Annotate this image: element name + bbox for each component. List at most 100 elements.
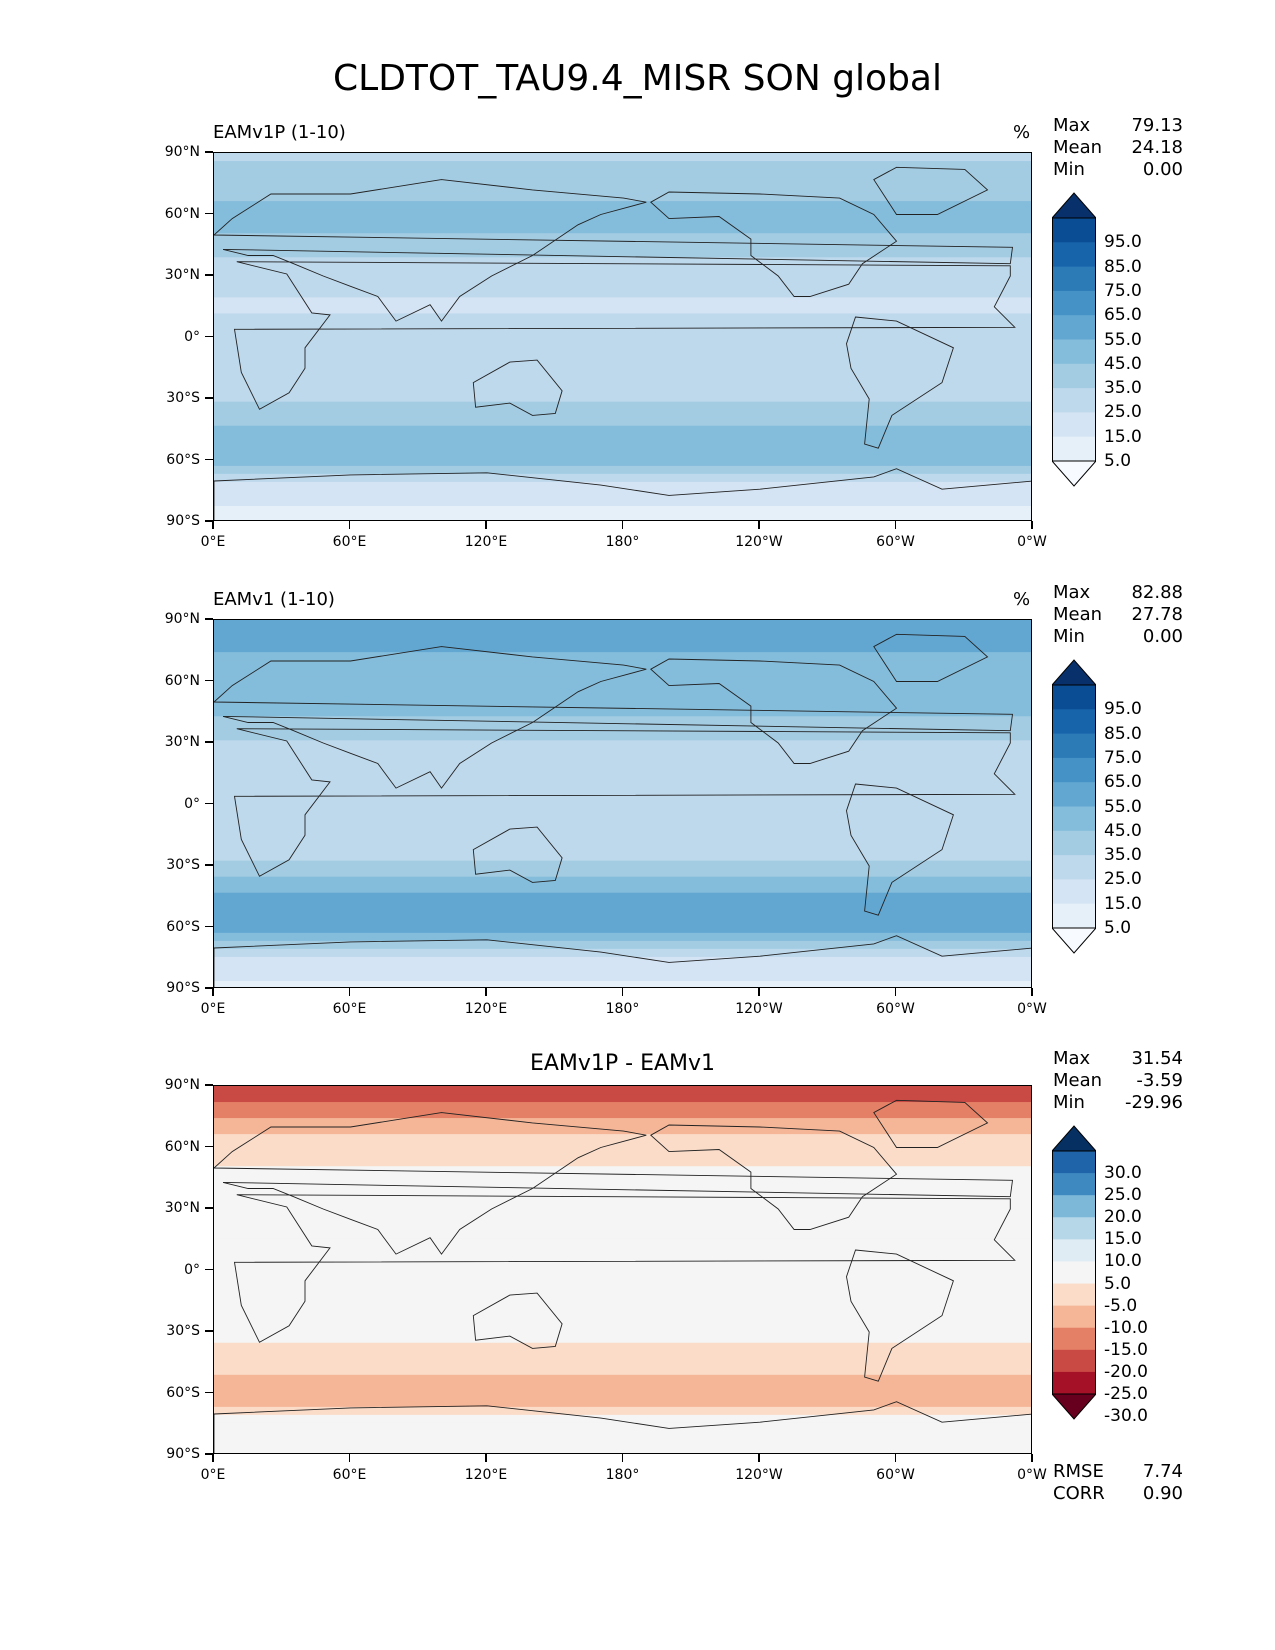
stat-row: CORR 0.90	[1053, 1483, 1183, 1505]
coastline	[472, 826, 563, 883]
latitude-band	[214, 249, 1031, 258]
x-tick-mark	[621, 1454, 624, 1462]
stat-label: Mean	[1053, 1070, 1103, 1091]
latitude-band	[214, 1126, 1031, 1135]
latitude-band	[214, 297, 1031, 307]
colorbar-segment	[1052, 855, 1096, 880]
coastline	[873, 166, 989, 215]
map-panel: EAMv1 (1-10)% 90°N 60°N 30°N 0° 30°S 60°S 90°S 0…	[0, 582, 1275, 1079]
latitude-band	[214, 1254, 1031, 1264]
latitude-band	[214, 716, 1031, 725]
latitude-band	[214, 161, 1031, 170]
y-tick-label: 60°S	[166, 451, 200, 468]
colorbar-tick-label: 35.0	[1104, 378, 1142, 399]
latitude-band	[214, 724, 1031, 733]
y-tick-label: 0°	[184, 795, 200, 812]
stat-value: 24.18	[1131, 137, 1183, 158]
x-tick-label: 120°E	[464, 1467, 508, 1483]
x-tick-label: 60°W	[876, 1001, 915, 1017]
latitude-band	[214, 980, 1031, 987]
colorbar-tick-label: 55.0	[1104, 329, 1142, 350]
latitude-band	[214, 620, 1031, 629]
latitude-band	[214, 676, 1031, 685]
x-tick-mark	[348, 1454, 351, 1462]
latitude-band	[214, 377, 1031, 387]
latitude-band	[214, 1094, 1031, 1103]
colorbar-tick-label: 65.0	[1104, 772, 1142, 793]
latitude-band	[214, 361, 1031, 371]
colorbar	[1050, 1125, 1098, 1420]
y-tick-mark	[205, 1391, 213, 1394]
stat-label: CORR	[1053, 1483, 1105, 1504]
latitude-band	[214, 916, 1031, 926]
y-tick-label: 60°N	[164, 672, 200, 689]
y-tick-label: 30°S	[166, 390, 200, 406]
x-tick-label: 120°W	[735, 1467, 783, 1483]
latitude-band	[214, 481, 1031, 491]
latitude-band	[214, 265, 1031, 274]
latitude-band	[214, 1118, 1031, 1127]
colorbar-tick-label: 25.0	[1104, 1185, 1142, 1206]
latitude-band	[214, 1342, 1031, 1352]
colorbar-tick-label: 5.0	[1104, 918, 1132, 938]
figure-title: CLDTOT_TAU9.4_MISR SON global	[333, 58, 942, 99]
coastline	[233, 728, 1016, 877]
x-tick-mark	[348, 521, 351, 529]
latitude-band	[214, 1270, 1031, 1280]
latitude-band	[214, 305, 1031, 315]
stat-value: 7.74	[1142, 1461, 1183, 1482]
latitude-band	[214, 1182, 1031, 1191]
x-tick-label: 0°E	[200, 534, 226, 550]
y-tick-mark	[205, 1330, 213, 1332]
latitude-band	[214, 892, 1031, 902]
map-plot-area	[213, 619, 1032, 988]
colorbar-segment	[1052, 879, 1096, 905]
x-tick-mark	[621, 521, 624, 529]
latitude-band	[214, 489, 1031, 499]
units-label: %	[1013, 589, 1031, 610]
coastline	[650, 658, 898, 764]
latitude-band	[214, 868, 1031, 878]
colorbar-extend-top	[1050, 192, 1098, 219]
latitude-band	[214, 1174, 1031, 1183]
x-tick-label: 0°E	[200, 1467, 226, 1483]
latitude-band	[214, 908, 1031, 918]
colorbar-segment	[1052, 1349, 1096, 1373]
latitude-band	[214, 273, 1031, 282]
latitude-band	[214, 409, 1031, 419]
colorbar-frame	[1052, 684, 1096, 929]
x-tick-label: 120°E	[464, 534, 508, 550]
x-tick-mark	[758, 988, 760, 996]
x-tick-label: 120°W	[735, 1001, 783, 1017]
y-tick-label: 60°S	[166, 918, 200, 935]
colorbar-tick-label: -20.0	[1104, 1361, 1148, 1382]
latitude-band	[214, 796, 1031, 806]
latitude-band	[214, 1262, 1031, 1272]
latitude-band	[214, 465, 1031, 475]
coastline	[214, 646, 1014, 789]
latitude-band	[214, 964, 1031, 974]
map-svg	[214, 1086, 1031, 1453]
y-tick-mark	[205, 802, 213, 805]
x-tick-label: 60°E	[332, 1467, 367, 1483]
colorbar-svg	[1050, 659, 1098, 954]
colorbar-tick-label: 95.0	[1104, 232, 1142, 253]
stat-row: Mean 24.18	[1053, 137, 1183, 159]
colorbar-tick-label: -10.0	[1104, 1317, 1148, 1338]
coastline	[650, 1124, 898, 1230]
latitude-band	[214, 1150, 1031, 1159]
stat-value: 0.00	[1142, 159, 1183, 180]
x-tick-mark	[212, 521, 214, 529]
x-tick-label: 60°W	[876, 1467, 915, 1483]
y-tick-mark	[205, 1207, 213, 1209]
colorbar-tick-label: 35.0	[1104, 845, 1142, 866]
latitude-band	[214, 1334, 1031, 1344]
stat-label: Mean	[1053, 137, 1103, 158]
latitude-band	[214, 860, 1031, 870]
stat-row: Max 82.88	[1053, 582, 1183, 604]
map-panel: EAMv1P - EAMv1 90°N 60°N 30°N 0° 30°S 60°S 90°S…	[0, 1048, 1275, 1545]
stat-row: RMSE 7.74	[1053, 1461, 1183, 1483]
latitude-band	[214, 1430, 1031, 1440]
stat-value: 0.00	[1142, 626, 1183, 647]
latitude-band	[214, 940, 1031, 950]
